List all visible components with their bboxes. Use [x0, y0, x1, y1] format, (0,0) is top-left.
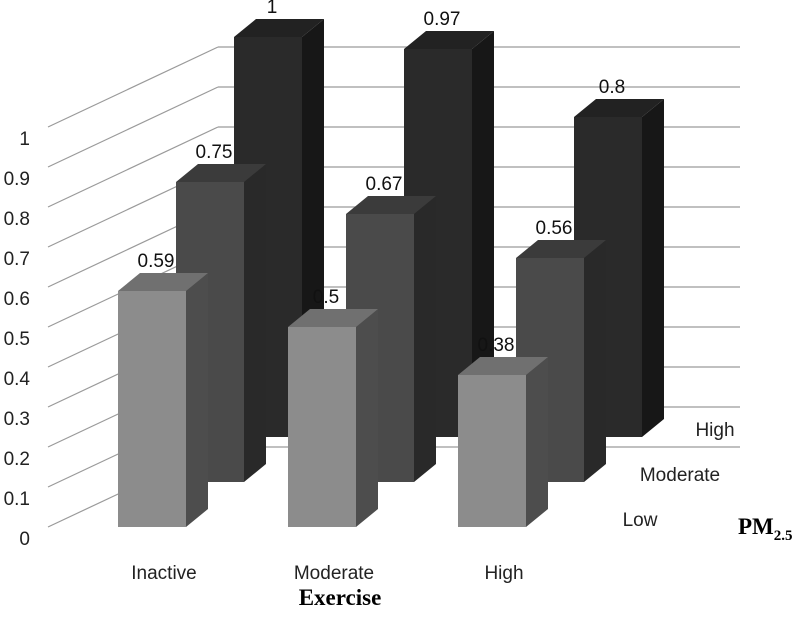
- bar-top: [234, 19, 324, 37]
- x-category-label: High: [484, 563, 523, 584]
- bar: [118, 273, 208, 527]
- depth-axis-series: Low Moderate High: [623, 420, 735, 531]
- bar: [458, 357, 548, 527]
- bar-side: [244, 164, 266, 482]
- bar-top: [288, 309, 378, 327]
- y-tick-label: 0.8: [4, 209, 30, 230]
- x-category-label: Moderate: [294, 563, 374, 584]
- data-label: 0.67: [366, 174, 403, 195]
- y-tick-label: 0: [19, 529, 30, 550]
- data-label: 0.59: [138, 251, 175, 272]
- y-tick-label: 1: [19, 129, 30, 150]
- y-tick-label: 0.3: [4, 409, 30, 430]
- y-tick-label: 0.9: [4, 169, 30, 190]
- depth-series-label: Low: [623, 510, 658, 531]
- bar-front: [118, 291, 186, 527]
- bar-side: [414, 196, 436, 482]
- bar-top: [176, 164, 266, 182]
- depth-series-label: High: [695, 420, 734, 441]
- gridline-wall: [47, 46, 219, 128]
- bar-top: [118, 273, 208, 291]
- bar-side: [356, 309, 378, 527]
- y-tick-label: 0.6: [4, 289, 30, 310]
- data-label: 0.5: [313, 287, 339, 308]
- bar-top: [346, 196, 436, 214]
- y-tick-label: 0.1: [4, 489, 30, 510]
- data-label: 1: [267, 0, 278, 18]
- depth-axis-title: PM2.5: [738, 514, 793, 544]
- bar: [574, 99, 664, 437]
- bar-top: [574, 99, 664, 117]
- gridline-wall: [47, 126, 219, 208]
- bar-side: [186, 273, 208, 527]
- data-label: 0.8: [599, 77, 625, 98]
- bar-front: [458, 375, 526, 527]
- data-labels: 1 0.97 0.8 0.75 0.67 0.56 0.59 0.5 0.38: [138, 0, 626, 356]
- bar: [176, 164, 266, 482]
- data-label: 0.75: [196, 142, 233, 163]
- data-label: 0.97: [424, 9, 461, 30]
- gridline-wall: [47, 86, 219, 168]
- data-label: 0.38: [478, 335, 515, 356]
- y-axis-ticks: 0 0.1 0.2 0.3 0.4 0.5 0.6 0.7 0.8 0.9 1: [4, 129, 31, 550]
- bar-side: [584, 240, 606, 482]
- bar: [288, 309, 378, 527]
- bar-top: [404, 31, 494, 49]
- x-axis-categories: Inactive Moderate High: [131, 563, 523, 584]
- y-tick-label: 0.4: [4, 369, 31, 390]
- data-label: 0.56: [536, 218, 573, 239]
- bar-top: [458, 357, 548, 375]
- bar-side: [526, 357, 548, 527]
- x-category-label: Inactive: [131, 563, 196, 584]
- bars: [118, 19, 664, 527]
- y-tick-label: 0.2: [4, 449, 30, 470]
- y-tick-label: 0.7: [4, 249, 30, 270]
- bar-front: [288, 327, 356, 527]
- x-axis-title: Exercise: [299, 585, 382, 610]
- depth-series-label: Moderate: [640, 465, 720, 486]
- bar-side: [642, 99, 664, 437]
- bar-side: [472, 31, 494, 437]
- bar-top: [516, 240, 606, 258]
- y-tick-label: 0.5: [4, 329, 30, 350]
